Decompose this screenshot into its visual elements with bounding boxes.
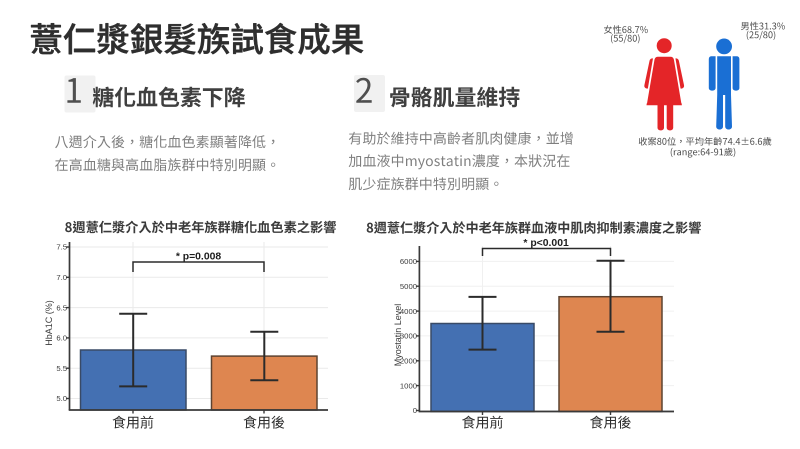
svg-text:5000: 5000 — [400, 282, 417, 291]
svg-text:1000: 1000 — [400, 381, 417, 390]
svg-text:* p<0.001: * p<0.001 — [523, 238, 569, 249]
svg-text:7.5: 7.5 — [56, 243, 67, 252]
svg-text:7.0: 7.0 — [56, 273, 67, 282]
svg-text:Myostatin Level: Myostatin Level — [393, 304, 403, 367]
svg-text:6.5: 6.5 — [56, 303, 67, 312]
svg-text:0: 0 — [413, 406, 417, 415]
svg-text:6.0: 6.0 — [56, 334, 67, 343]
svg-text:5.5: 5.5 — [56, 364, 67, 373]
svg-text:* p=0.008: * p=0.008 — [176, 251, 222, 262]
svg-text:3000: 3000 — [400, 332, 417, 341]
svg-text:5.0: 5.0 — [56, 394, 67, 403]
svg-text:2000: 2000 — [400, 357, 417, 366]
svg-text:6000: 6000 — [400, 257, 417, 266]
svg-text:4000: 4000 — [400, 307, 417, 316]
svg-text:HbA1C (%): HbA1C (%) — [44, 300, 54, 346]
